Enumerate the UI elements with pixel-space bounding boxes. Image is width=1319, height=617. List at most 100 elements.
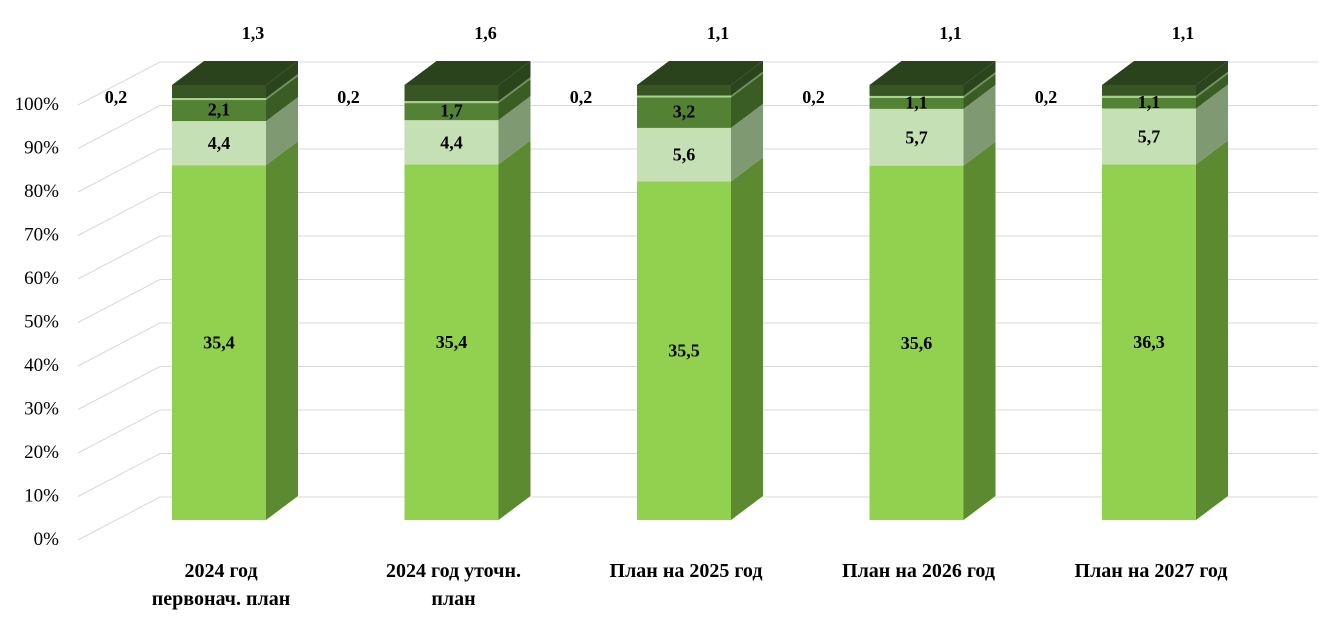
bar-segment-side: [731, 71, 763, 98]
y-tick-label: 90%: [24, 138, 59, 159]
bar-segment-side: [1196, 71, 1228, 98]
data-label: 35,4: [203, 333, 235, 353]
data-label: 1,3: [242, 23, 265, 43]
x-category-label: План на 2027 год: [1075, 560, 1228, 582]
x-category-label: 2024 год уточн.: [386, 560, 521, 582]
data-label: 1,1: [905, 92, 928, 112]
x-category-label: 2024 год: [184, 560, 257, 582]
y-tick-label: 70%: [24, 225, 59, 246]
bar-segment: [637, 127, 731, 182]
bar-segment-side: [266, 61, 298, 99]
y-tick-label: 100%: [15, 94, 60, 115]
bar-segment-side: [731, 61, 763, 96]
bar-segment-side: [963, 84, 996, 166]
bar-segment-side: [731, 103, 763, 182]
bar-segment: [172, 85, 266, 99]
bar-segment-side: [1196, 61, 1228, 96]
bar-top: [172, 61, 298, 85]
y-tick-label: 60%: [24, 268, 59, 289]
x-category-label: первонач. план: [152, 588, 290, 610]
data-label: 36,3: [1133, 332, 1165, 352]
bars: [172, 61, 1228, 521]
bar-segment: [1102, 108, 1196, 165]
bar-segment-side: [498, 77, 531, 104]
y-tick-label: 50%: [24, 312, 59, 333]
bar-segment-side: [731, 157, 763, 520]
bar-segment: [1102, 164, 1196, 521]
data-label: 1,1: [1172, 23, 1195, 43]
y-axis-tick-labels: 0% 10% 20% 30% 40% 50% 60% 70% 80% 90% 100%: [15, 94, 60, 550]
x-category-label: план: [431, 588, 475, 610]
bar-segment: [637, 95, 731, 98]
data-label: 5,6: [673, 145, 696, 165]
data-label: 35,6: [901, 333, 933, 353]
x-axis-category-labels: 2024 год первонач. план 2024 год уточн. пла…: [152, 560, 1228, 610]
data-label: 0,2: [337, 87, 360, 107]
bar-segment: [637, 97, 731, 128]
data-label: 0,2: [802, 87, 825, 107]
bar-segment: [869, 97, 964, 109]
bar-segment-side: [266, 97, 298, 166]
bar-segment-side: [963, 141, 996, 521]
data-labels: 35,4 4,4 2,1 0,2 1,3 35,4 4,4 1,7 0,2 1,6 35,5 5,6 3…: [105, 23, 1195, 361]
data-label: 1,7: [440, 101, 463, 121]
bar-segment: [404, 101, 499, 104]
bar-segment-side: [1196, 73, 1228, 109]
y-tick-label: 0%: [34, 529, 60, 550]
data-label: 35,5: [668, 341, 700, 361]
bar-segment-side: [498, 61, 531, 102]
bar-segment: [637, 85, 731, 96]
bar-segment: [404, 103, 499, 121]
bar-segment-side: [1196, 84, 1228, 165]
bar-segment: [172, 98, 266, 101]
bar-top: [637, 61, 763, 85]
data-label: 1,1: [939, 23, 962, 43]
bar-segment: [172, 100, 266, 122]
bar-segment-side: [266, 141, 298, 520]
data-label: 0,2: [1035, 87, 1058, 107]
data-label: 2,1: [208, 100, 231, 120]
bar-segment-side: [963, 61, 996, 96]
data-label: 4,4: [208, 133, 231, 153]
bar-segment-side: [1196, 140, 1228, 521]
data-label: 1,1: [1138, 92, 1161, 112]
bar-segment-side: [963, 73, 996, 109]
bar-segment: [172, 121, 266, 166]
bar-segment-side: [266, 74, 298, 101]
bar-segment: [404, 120, 499, 165]
y-tick-label: 30%: [24, 399, 59, 420]
data-label: 0,2: [105, 87, 128, 107]
bar-segment-side: [731, 73, 763, 128]
bar-top: [1102, 61, 1228, 85]
bar-segment: [869, 85, 964, 96]
bar-segment: [1102, 97, 1196, 109]
data-label: 1,6: [474, 23, 497, 43]
bar-segment-side: [498, 140, 531, 520]
y-tick-label: 40%: [24, 355, 59, 376]
y-tick-label: 10%: [24, 486, 59, 507]
bar-top: [869, 61, 996, 85]
bar-segment: [869, 108, 964, 166]
x-category-label: План на 2025 год: [610, 560, 763, 582]
y-tick-label: 80%: [24, 181, 59, 202]
data-label: 4,4: [440, 132, 463, 152]
data-label: 5,7: [905, 127, 928, 147]
bar-segment: [869, 165, 964, 521]
bar-segment-side: [498, 79, 531, 121]
data-label: 3,2: [673, 102, 696, 122]
y-tick-label: 20%: [24, 442, 59, 463]
data-label: 5,7: [1138, 126, 1161, 146]
data-label: 0,2: [570, 87, 593, 107]
bar-segment: [637, 181, 731, 520]
bar-segment: [1102, 95, 1196, 98]
bar-top: [404, 61, 531, 85]
bar-segment: [1102, 85, 1196, 96]
bar-segment-side: [963, 71, 996, 98]
bar-segment: [404, 164, 499, 520]
bar-segment-side: [266, 76, 298, 122]
data-label: 35,4: [436, 332, 468, 352]
data-label: 1,1: [707, 23, 730, 43]
bar-segment: [869, 95, 964, 98]
bar-segment: [172, 165, 266, 520]
